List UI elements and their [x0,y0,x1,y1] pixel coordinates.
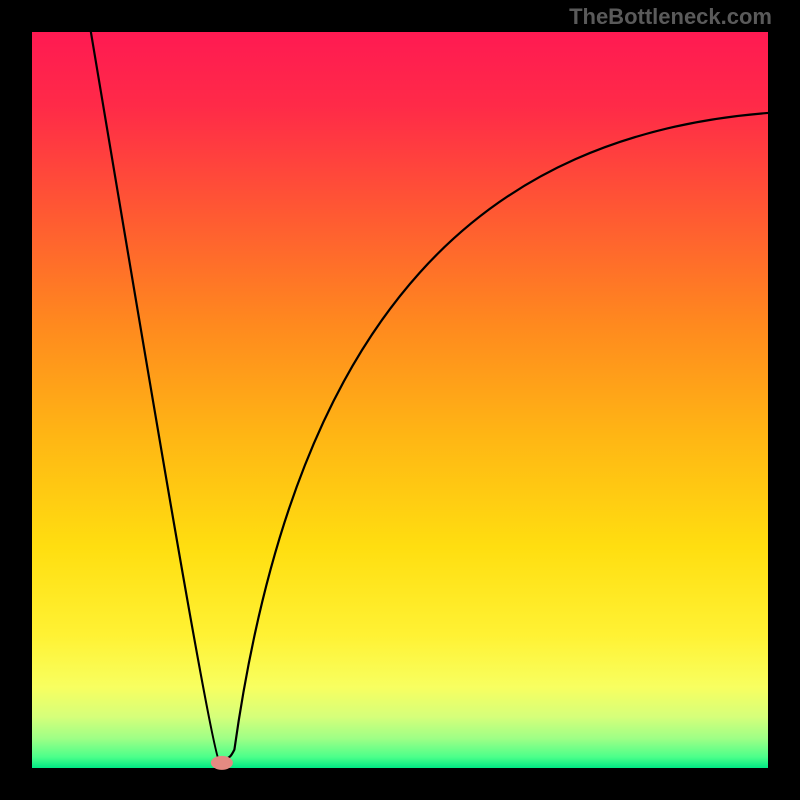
chart-frame: TheBottleneck.com [0,0,800,800]
bottleneck-curve [91,32,768,762]
curve-layer [32,32,768,768]
watermark-text: TheBottleneck.com [569,4,772,30]
dip-marker [211,756,233,770]
plot-area [32,32,768,768]
